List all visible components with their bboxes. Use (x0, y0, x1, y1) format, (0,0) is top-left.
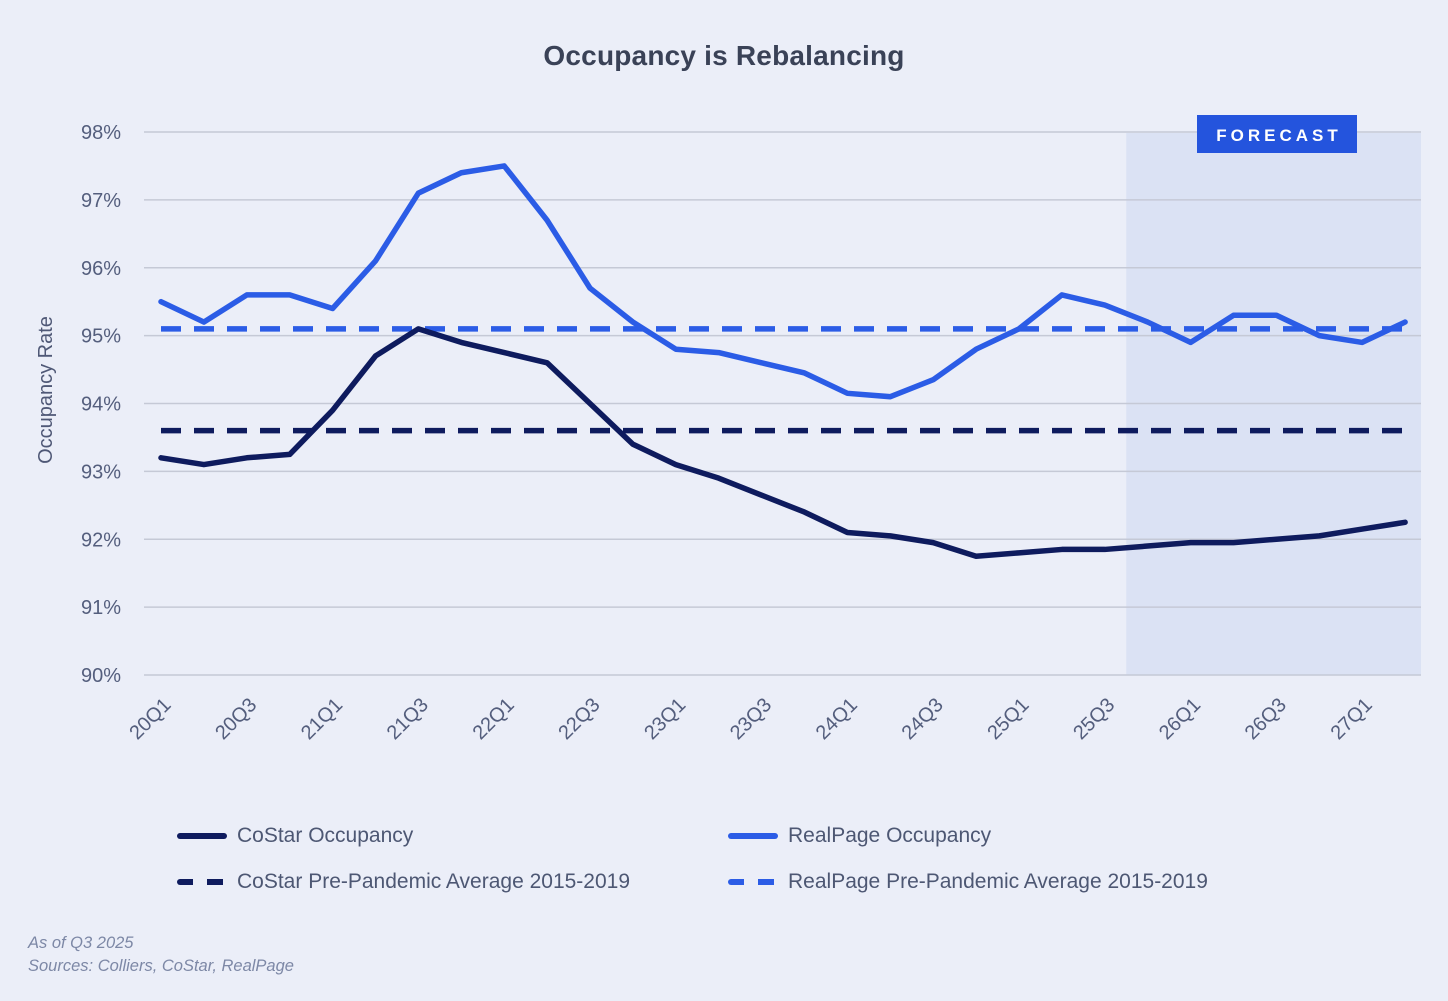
y-tick-label: 91% (81, 597, 121, 619)
y-tick-label: 97% (81, 190, 121, 212)
costar-solid-line-swatch-icon (177, 833, 227, 839)
y-tick-label: 96% (81, 258, 121, 280)
x-tick-label: 22Q1 (469, 694, 519, 744)
x-tick-label: 23Q3 (726, 694, 776, 744)
legend-item-realpage-occupancy: RealPage Occupancy (728, 824, 991, 848)
footnote-as-of: As of Q3 2025 (28, 934, 134, 952)
x-tick-label: 20Q3 (211, 694, 261, 744)
realpage-solid-line-swatch-icon (728, 833, 778, 839)
realpage-dashed-line-swatch-icon (728, 879, 778, 885)
y-tick-label: 94% (81, 394, 121, 416)
forecast-badge (1197, 115, 1357, 153)
chart-title: Occupancy is Rebalancing (543, 40, 905, 71)
y-tick-label: 92% (81, 529, 121, 551)
y-tick-label: 93% (81, 461, 121, 483)
x-tick-label: 26Q1 (1155, 694, 1205, 744)
x-tick-label: 21Q1 (297, 694, 347, 744)
x-tick-label: 21Q3 (383, 694, 433, 744)
x-tick-label: 24Q1 (812, 694, 862, 744)
x-tick-label: 25Q1 (983, 694, 1033, 744)
forecast-badge-label: FORECAST (1216, 126, 1342, 145)
x-tick-label: 22Q3 (554, 694, 604, 744)
x-tick-label: 25Q3 (1069, 694, 1119, 744)
x-tick-label: 20Q1 (125, 694, 175, 744)
y-axis-title: Occupancy Rate (35, 316, 57, 464)
footnote: As of Q3 2025 Sources: Colliers, CoStar,… (28, 932, 294, 978)
costar-occupancy-line (158, 326, 1408, 559)
x-tick-label: 27Q1 (1327, 694, 1377, 744)
legend-label: CoStar Occupancy (237, 824, 414, 847)
legend-item-costar-average: CoStar Pre-Pandemic Average 2015-2019 (177, 870, 630, 894)
legend-label: RealPage Occupancy (788, 824, 992, 847)
legend-label: RealPage Pre-Pandemic Average 2015-2019 (788, 870, 1208, 893)
x-tick-label: 23Q1 (640, 694, 690, 744)
y-tick-label: 98% (81, 122, 121, 144)
realpage-occupancy-line (158, 163, 1408, 400)
x-tick-label: 24Q3 (898, 694, 948, 744)
legend-label: CoStar Pre-Pandemic Average 2015-2019 (237, 870, 631, 893)
legend-item-costar-occupancy: CoStar Occupancy (177, 824, 413, 848)
legend-item-realpage-average: RealPage Pre-Pandemic Average 2015-2019 (728, 870, 1208, 894)
y-tick-label: 95% (81, 326, 121, 348)
costar-dashed-line-swatch-icon (177, 879, 227, 885)
x-tick-label: 26Q3 (1241, 694, 1291, 744)
y-tick-label: 90% (81, 665, 121, 687)
footnote-sources: Sources: Colliers, CoStar, RealPage (28, 957, 294, 975)
